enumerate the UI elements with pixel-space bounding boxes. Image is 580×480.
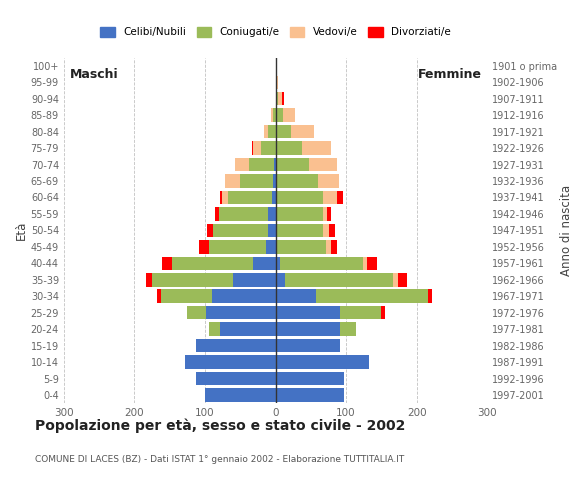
Bar [146, 273, 152, 287]
Bar [327, 207, 331, 221]
Bar [363, 257, 367, 270]
Bar [209, 323, 220, 336]
Bar [276, 339, 340, 352]
Bar [226, 174, 240, 188]
Bar [276, 355, 369, 369]
Text: Femmine: Femmine [418, 68, 481, 81]
Y-axis label: Anno di nascita: Anno di nascita [560, 185, 573, 276]
Bar [276, 174, 318, 188]
Bar [291, 125, 314, 138]
Bar [276, 372, 344, 385]
Bar [276, 125, 291, 138]
Bar [327, 240, 331, 253]
Bar [187, 306, 206, 319]
Bar [280, 257, 363, 270]
Text: Popolazione per età, sesso e stato civile - 2002: Popolazione per età, sesso e stato civil… [35, 418, 405, 432]
Bar [269, 224, 276, 237]
Bar [380, 306, 385, 319]
Bar [273, 108, 276, 122]
Bar [340, 323, 356, 336]
Bar [329, 224, 335, 237]
Y-axis label: Età: Età [14, 221, 28, 240]
Bar [269, 207, 276, 221]
Text: Maschi: Maschi [70, 68, 118, 81]
Bar [274, 158, 276, 171]
Bar [323, 207, 327, 221]
Bar [276, 207, 323, 221]
Bar [240, 174, 273, 188]
Bar [309, 158, 337, 171]
Bar [278, 92, 282, 106]
Bar [220, 191, 222, 204]
Text: COMUNE DI LACES (BZ) - Dati ISTAT 1° gennaio 2002 - Elaborazione TUTTITALIA.IT: COMUNE DI LACES (BZ) - Dati ISTAT 1° gen… [35, 455, 404, 464]
Bar [200, 240, 209, 253]
Bar [222, 191, 228, 204]
Bar [197, 372, 276, 385]
Bar [212, 289, 276, 303]
Bar [205, 388, 276, 402]
Bar [285, 273, 393, 287]
Bar [276, 240, 327, 253]
Bar [264, 125, 269, 138]
Bar [152, 273, 233, 287]
Bar [197, 339, 276, 352]
Bar [249, 158, 274, 171]
Bar [262, 142, 275, 155]
Bar [271, 108, 273, 122]
Bar [276, 257, 280, 270]
Bar [282, 92, 284, 106]
Bar [276, 306, 340, 319]
Bar [215, 207, 219, 221]
Bar [393, 273, 397, 287]
Bar [209, 240, 266, 253]
Bar [276, 191, 323, 204]
Bar [276, 142, 302, 155]
Bar [220, 323, 276, 336]
Bar [273, 174, 276, 188]
Bar [235, 158, 249, 171]
Bar [272, 191, 276, 204]
Bar [323, 191, 337, 204]
Bar [302, 142, 331, 155]
Bar [282, 108, 295, 122]
Bar [323, 224, 329, 237]
Bar [331, 240, 337, 253]
Bar [253, 142, 262, 155]
Bar [428, 289, 432, 303]
Legend: Celibi/Nubili, Coniugati/e, Vedovi/e, Divorziati/e: Celibi/Nubili, Coniugati/e, Vedovi/e, Di… [96, 23, 455, 42]
Bar [269, 125, 276, 138]
Bar [276, 75, 278, 89]
Bar [162, 257, 172, 270]
Bar [276, 388, 344, 402]
Bar [252, 142, 253, 155]
Bar [276, 323, 340, 336]
Bar [219, 207, 269, 221]
Bar [161, 289, 212, 303]
Bar [397, 273, 408, 287]
Bar [276, 92, 278, 106]
Bar [172, 257, 253, 270]
Bar [340, 306, 380, 319]
Bar [233, 273, 276, 287]
Bar [337, 191, 343, 204]
Bar [213, 224, 269, 237]
Bar [367, 257, 377, 270]
Bar [228, 191, 272, 204]
Bar [276, 224, 323, 237]
Bar [185, 355, 276, 369]
Bar [157, 289, 161, 303]
Bar [266, 240, 275, 253]
Bar [276, 108, 282, 122]
Bar [253, 257, 276, 270]
Bar [276, 289, 317, 303]
Bar [276, 273, 285, 287]
Bar [276, 158, 309, 171]
Bar [318, 174, 339, 188]
Bar [317, 289, 428, 303]
Bar [206, 306, 276, 319]
Bar [207, 224, 213, 237]
